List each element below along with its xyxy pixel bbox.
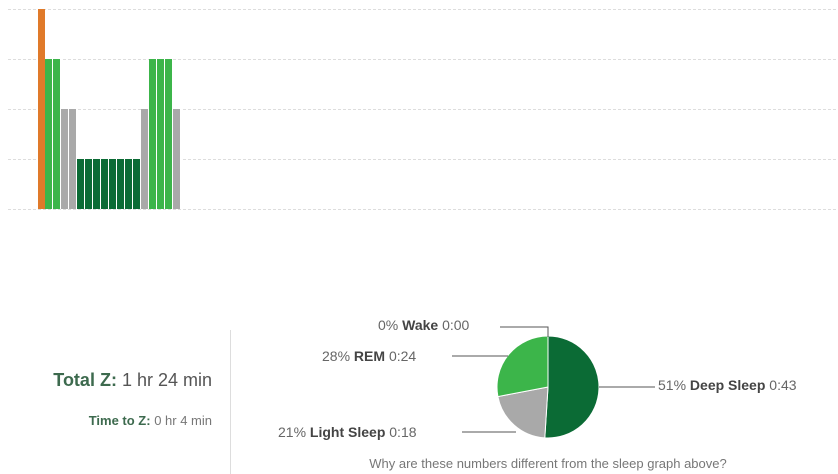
sleep-segment-light bbox=[141, 109, 149, 209]
wake-time: 0:00 bbox=[442, 317, 470, 333]
total-z: Total Z: 1 hr 24 min bbox=[0, 370, 212, 391]
pie-slice-deep bbox=[544, 335, 600, 439]
sleep-segment-light bbox=[69, 109, 77, 209]
pie-label-light-sleep: 21% Light Sleep 0:18 bbox=[278, 424, 417, 440]
pie-slice-rem bbox=[496, 335, 549, 398]
sleep-segment-deep bbox=[117, 159, 125, 209]
sleep-segment-rem bbox=[149, 59, 157, 209]
sleep-segment-rem bbox=[157, 59, 165, 209]
sleep-segment-deep bbox=[101, 159, 109, 209]
pie-label-wake: 0% Wake 0:00 bbox=[378, 317, 469, 333]
total-z-label: Total Z: bbox=[53, 370, 117, 390]
sleep-segment-rem bbox=[45, 59, 53, 209]
deep-name: Deep Sleep bbox=[689, 377, 766, 393]
time-to-z-value: 0 hr 4 min bbox=[154, 413, 212, 428]
sleep-segment-light bbox=[61, 109, 69, 209]
sleep-segment-light bbox=[173, 109, 181, 209]
sleep-segment-rem bbox=[53, 59, 61, 209]
leader-line-wake bbox=[500, 326, 549, 337]
rem-name: REM bbox=[353, 348, 386, 364]
sleep-segment-rem bbox=[165, 59, 173, 209]
light-name: Light Sleep bbox=[309, 424, 386, 440]
light-time: 0:18 bbox=[389, 424, 417, 440]
why-numbers-different-link[interactable]: Why are these numbers different from the… bbox=[369, 456, 727, 471]
sleep-segment-wake bbox=[38, 9, 45, 209]
wake-name: Wake bbox=[402, 317, 439, 333]
sleep-segment-deep bbox=[109, 159, 117, 209]
light-percent: 21% bbox=[278, 424, 307, 440]
vertical-divider bbox=[230, 330, 231, 474]
deep-time: 0:43 bbox=[769, 377, 797, 393]
time-to-z: Time to Z: 0 hr 4 min bbox=[0, 413, 212, 428]
sleep-segment-deep bbox=[85, 159, 93, 209]
sleep-segment-deep bbox=[77, 159, 85, 209]
sleep-segment-deep bbox=[125, 159, 133, 209]
pie-slice-light bbox=[497, 386, 549, 439]
sleep-segment-deep bbox=[133, 159, 141, 209]
pie-label-deep-sleep: 51% Deep Sleep 0:43 bbox=[658, 377, 797, 393]
pie-label-rem: 28% REM 0:24 bbox=[322, 348, 416, 364]
sleep-segment-deep bbox=[93, 159, 101, 209]
rem-percent: 28% bbox=[322, 348, 351, 364]
deep-percent: 51% bbox=[658, 377, 687, 393]
sleep-graph bbox=[8, 9, 838, 210]
total-z-value: 1 hr 24 min bbox=[121, 370, 212, 390]
wake-percent: 0% bbox=[378, 317, 399, 333]
time-to-z-label: Time to Z: bbox=[88, 413, 151, 428]
rem-time: 0:24 bbox=[388, 348, 417, 364]
